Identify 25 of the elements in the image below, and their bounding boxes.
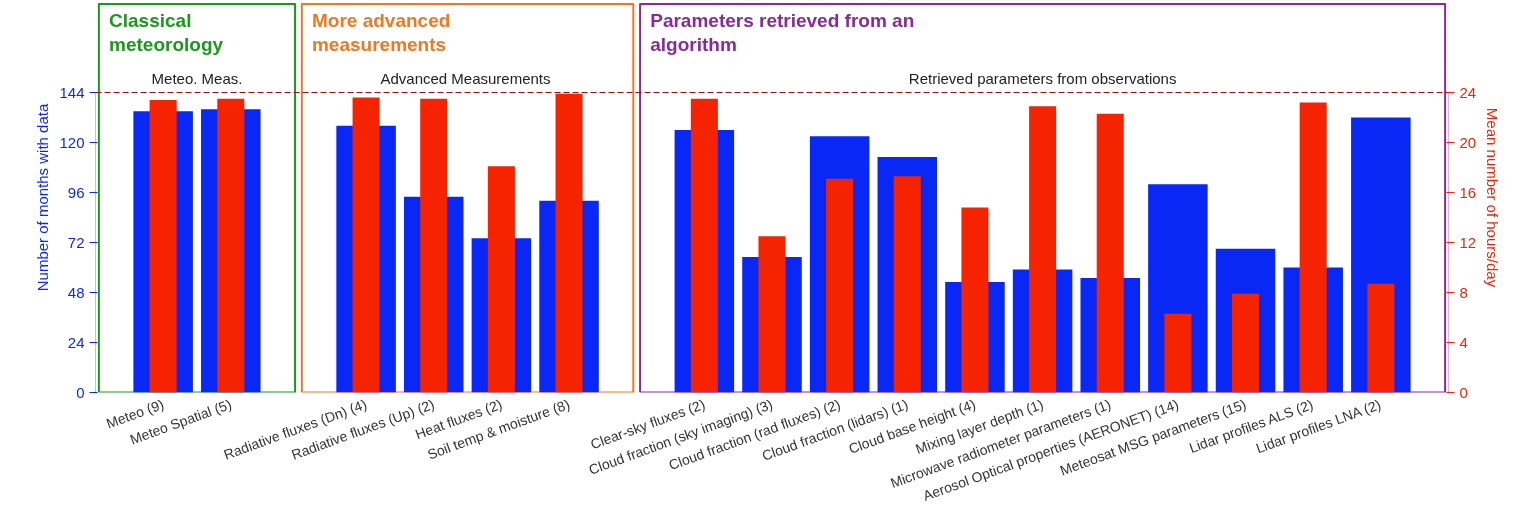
bar [1232, 293, 1260, 393]
y-axis-title: Number of months with data [34, 103, 52, 292]
y2-tick-label: 0 [1459, 383, 1468, 401]
y2-tick-label: 24 [1459, 83, 1477, 101]
text: Classical meteorology [109, 10, 224, 56]
text: More advanced measurements [311, 10, 451, 56]
y2-tick-label: 20 [1459, 133, 1477, 151]
y-tick-label: 144 [59, 83, 85, 101]
y2-tick-label: 16 [1459, 183, 1477, 201]
text: Advanced Measurements [380, 69, 551, 87]
y-tick-label: 0 [76, 383, 85, 401]
text: Parameters retrieved from an algorithm [650, 10, 915, 56]
y-tick-label: 48 [67, 283, 85, 301]
y-tick-label: 96 [67, 183, 85, 201]
y2-tick-label: 8 [1459, 283, 1468, 301]
y2-tick-label: 12 [1459, 233, 1477, 251]
bar [1164, 313, 1192, 393]
y-tick-label: 24 [67, 333, 85, 351]
text: Meteo. Meas. [151, 69, 243, 87]
y-tick-label: 120 [59, 133, 85, 151]
y2-tick-label: 4 [1459, 333, 1468, 351]
text: Retrieved parameters from observations [908, 69, 1177, 87]
bar [1367, 283, 1395, 393]
y-tick-label: 72 [67, 233, 85, 251]
y2-axis-title: Mean number of hours/day [1484, 107, 1502, 288]
